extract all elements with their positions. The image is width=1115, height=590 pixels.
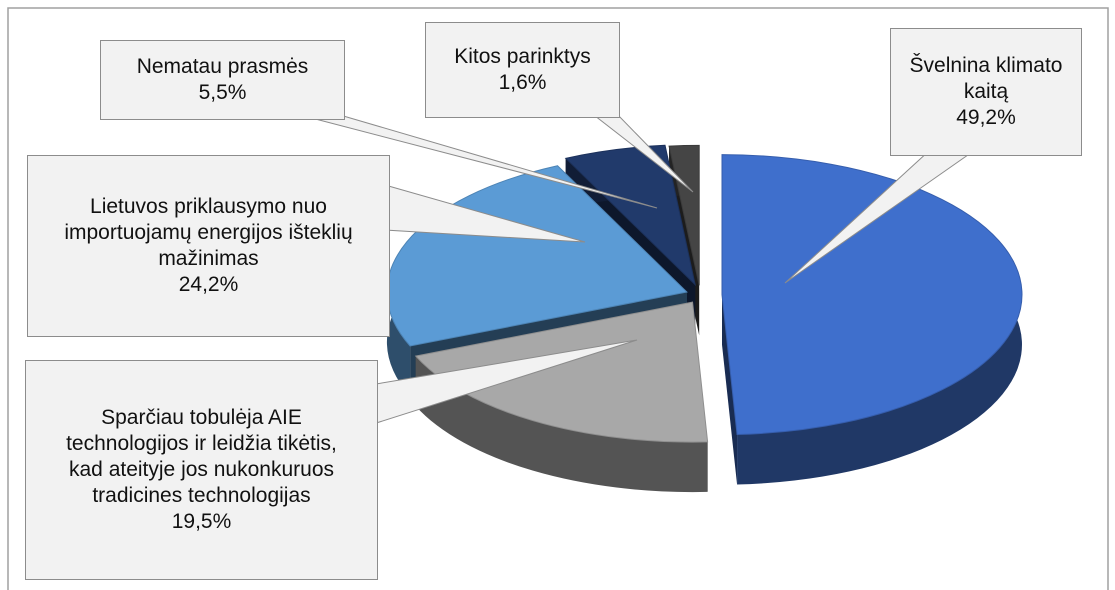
slice-top — [721, 154, 1023, 436]
callout: Kitos parinktys 1,6% — [425, 22, 620, 118]
slice-side — [415, 356, 708, 493]
callout: Švelnina klimato kaitą 49,2% — [890, 28, 1082, 156]
callout: Sparčiau tobulėja AIE technologijos ir l… — [25, 360, 378, 580]
value-label: 19,5% — [171, 510, 232, 533]
slice-face — [721, 294, 738, 485]
value-label: 24,2% — [178, 273, 239, 296]
callout: Lietuvos priklausymo nuo importuojamų en… — [27, 155, 390, 337]
slice-top — [668, 144, 700, 286]
category-label: Nematau prasmės — [136, 55, 309, 78]
frame — [7, 7, 1109, 590]
value-label: 49,2% — [956, 106, 1016, 129]
category-label: Kitos parinktys — [454, 45, 591, 68]
value-label: 5,5% — [198, 81, 247, 104]
category-label: Švelnina klimato kaitą — [909, 54, 1063, 103]
category-label: Lietuvos priklausymo nuo importuojamų en… — [64, 195, 353, 270]
slice-top — [564, 144, 696, 287]
slice — [721, 154, 1023, 485]
category-label: Sparčiau tobulėja AIE technologijos ir l… — [66, 406, 337, 507]
value-label: 1,6% — [498, 71, 547, 94]
callout: Nematau prasmės 5,5% — [100, 40, 345, 120]
